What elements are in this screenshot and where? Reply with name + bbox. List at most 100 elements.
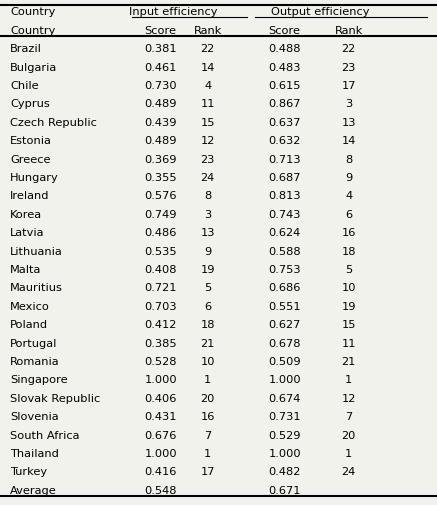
Text: 1.000: 1.000 [145, 449, 177, 459]
Text: 9: 9 [345, 173, 352, 183]
Text: 7: 7 [204, 431, 211, 440]
Text: 18: 18 [201, 320, 215, 330]
Text: 0.488: 0.488 [268, 44, 301, 54]
Text: 0.713: 0.713 [268, 155, 301, 165]
Text: Thailand: Thailand [10, 449, 59, 459]
Text: Ireland: Ireland [10, 191, 49, 201]
Text: 0.731: 0.731 [268, 412, 301, 422]
Text: 0.355: 0.355 [145, 173, 177, 183]
Text: Malta: Malta [10, 265, 42, 275]
Text: 21: 21 [201, 338, 215, 348]
Text: Romania: Romania [10, 357, 60, 367]
Text: 0.671: 0.671 [268, 486, 301, 496]
Text: 0.486: 0.486 [145, 228, 177, 238]
Text: 0.483: 0.483 [268, 63, 301, 73]
Text: 8: 8 [345, 155, 352, 165]
Text: Country: Country [10, 26, 55, 36]
Text: 0.753: 0.753 [268, 265, 301, 275]
Text: 19: 19 [342, 302, 356, 312]
Text: 5: 5 [204, 283, 211, 293]
Text: 0.730: 0.730 [145, 81, 177, 91]
Text: 0.548: 0.548 [145, 486, 177, 496]
Text: 1.000: 1.000 [268, 375, 301, 385]
Text: 12: 12 [342, 394, 356, 404]
Text: 0.867: 0.867 [268, 99, 301, 110]
Text: Rank: Rank [335, 26, 363, 36]
Text: 1.000: 1.000 [268, 449, 301, 459]
Text: Slovak Republic: Slovak Republic [10, 394, 101, 404]
Text: 6: 6 [204, 302, 211, 312]
Text: 0.412: 0.412 [145, 320, 177, 330]
Text: 0.676: 0.676 [145, 431, 177, 440]
Text: 0.528: 0.528 [145, 357, 177, 367]
Text: 4: 4 [345, 191, 352, 201]
Text: 16: 16 [342, 228, 356, 238]
Text: 0.632: 0.632 [268, 136, 301, 146]
Text: Score: Score [268, 26, 300, 36]
Text: 1: 1 [204, 449, 211, 459]
Text: 0.624: 0.624 [268, 228, 301, 238]
Text: 3: 3 [345, 99, 352, 110]
Text: 0.461: 0.461 [145, 63, 177, 73]
Text: 0.406: 0.406 [145, 394, 177, 404]
Text: Rank: Rank [194, 26, 222, 36]
Text: 4: 4 [204, 81, 211, 91]
Text: 23: 23 [201, 155, 215, 165]
Text: 24: 24 [342, 467, 356, 477]
Text: 0.369: 0.369 [145, 155, 177, 165]
Text: 0.674: 0.674 [268, 394, 301, 404]
Text: 10: 10 [201, 357, 215, 367]
Text: 23: 23 [342, 63, 356, 73]
Text: 0.687: 0.687 [268, 173, 301, 183]
Text: 20: 20 [342, 431, 356, 440]
Text: Input efficiency: Input efficiency [128, 8, 217, 18]
Text: 0.439: 0.439 [145, 118, 177, 128]
Text: Korea: Korea [10, 210, 42, 220]
Text: 19: 19 [201, 265, 215, 275]
Text: 0.627: 0.627 [268, 320, 301, 330]
Text: 1: 1 [345, 375, 352, 385]
Text: South Africa: South Africa [10, 431, 80, 440]
Text: 1: 1 [345, 449, 352, 459]
Text: 0.509: 0.509 [268, 357, 301, 367]
Text: 0.813: 0.813 [268, 191, 301, 201]
Text: Greece: Greece [10, 155, 51, 165]
Text: 0.637: 0.637 [268, 118, 301, 128]
Text: 10: 10 [342, 283, 356, 293]
Text: 0.703: 0.703 [145, 302, 177, 312]
Text: Hungary: Hungary [10, 173, 59, 183]
Text: 14: 14 [201, 63, 215, 73]
Text: Chile: Chile [10, 81, 39, 91]
Text: 0.408: 0.408 [145, 265, 177, 275]
Text: 17: 17 [201, 467, 215, 477]
Text: 11: 11 [342, 338, 356, 348]
Text: 21: 21 [342, 357, 356, 367]
Text: Latvia: Latvia [10, 228, 45, 238]
Text: 0.576: 0.576 [145, 191, 177, 201]
Text: Output efficiency: Output efficiency [271, 8, 370, 18]
Text: Score: Score [145, 26, 177, 36]
Text: Brazil: Brazil [10, 44, 42, 54]
Text: 22: 22 [342, 44, 356, 54]
Text: Czech Republic: Czech Republic [10, 118, 97, 128]
Text: 0.588: 0.588 [268, 246, 301, 257]
Text: 13: 13 [342, 118, 356, 128]
Text: 12: 12 [201, 136, 215, 146]
Text: 0.721: 0.721 [145, 283, 177, 293]
Text: 0.482: 0.482 [268, 467, 301, 477]
Text: 24: 24 [201, 173, 215, 183]
Text: Country: Country [10, 8, 55, 18]
Text: 3: 3 [204, 210, 211, 220]
Text: 18: 18 [342, 246, 356, 257]
Text: Average: Average [10, 486, 57, 496]
Text: 1: 1 [204, 375, 211, 385]
Text: 13: 13 [201, 228, 215, 238]
Text: Estonia: Estonia [10, 136, 52, 146]
Text: 0.489: 0.489 [145, 99, 177, 110]
Text: 0.551: 0.551 [268, 302, 301, 312]
Text: 0.416: 0.416 [145, 467, 177, 477]
Text: 0.686: 0.686 [268, 283, 301, 293]
Text: 0.381: 0.381 [145, 44, 177, 54]
Text: Cyprus: Cyprus [10, 99, 50, 110]
Text: 5: 5 [345, 265, 352, 275]
